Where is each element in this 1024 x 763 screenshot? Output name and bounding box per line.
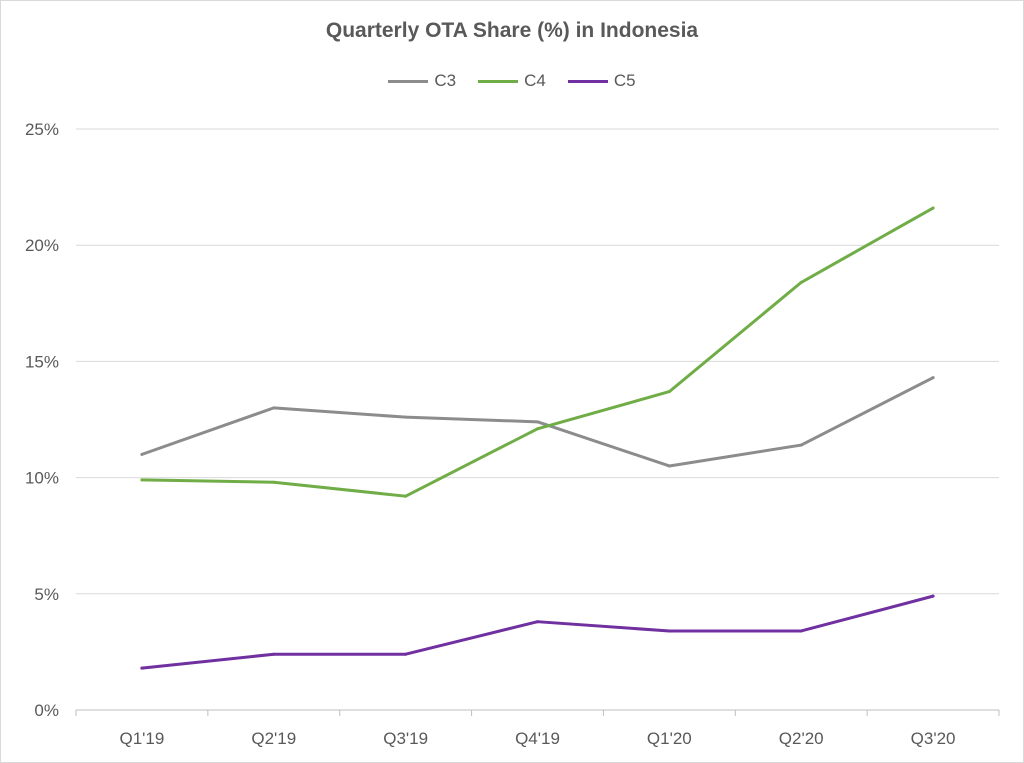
data-point-c3 bbox=[931, 376, 935, 380]
legend-swatch-c5 bbox=[567, 79, 608, 83]
data-point-c4 bbox=[536, 427, 539, 431]
legend-label-c3: C3 bbox=[434, 71, 457, 90]
legend-item-c4: C4 bbox=[478, 71, 546, 91]
x-tick-label: Q3'19 bbox=[383, 729, 428, 748]
legend-swatch-c4 bbox=[478, 79, 519, 83]
data-point-c4 bbox=[272, 480, 276, 484]
x-tick-label: Q3'20 bbox=[911, 729, 956, 748]
y-tick-label: 15% bbox=[25, 352, 59, 371]
x-tick-label: Q2'19 bbox=[251, 729, 296, 748]
data-point-c5 bbox=[404, 652, 408, 656]
y-tick-label: 0% bbox=[34, 701, 59, 720]
x-tick-label: Q4'19 bbox=[515, 729, 560, 748]
legend: C3 C4 C5 bbox=[1, 71, 1023, 91]
series-line-c5 bbox=[140, 594, 935, 670]
data-point-c4 bbox=[140, 478, 144, 482]
y-tick-label: 20% bbox=[25, 236, 59, 255]
legend-item-c3: C3 bbox=[388, 71, 456, 91]
legend-item-c5: C5 bbox=[567, 71, 636, 91]
data-point-c5 bbox=[140, 666, 144, 670]
x-tick-label: Q1'20 bbox=[647, 729, 692, 748]
data-point-c5 bbox=[272, 652, 276, 656]
data-point-c5 bbox=[667, 629, 671, 633]
data-point-c5 bbox=[799, 629, 803, 633]
data-point-c3 bbox=[536, 420, 539, 424]
data-point-c3 bbox=[272, 406, 276, 410]
legend-label-c5: C5 bbox=[613, 71, 636, 90]
data-point-c3 bbox=[404, 415, 408, 419]
y-tick-label: 25% bbox=[25, 120, 59, 139]
series-line-c4 bbox=[140, 206, 935, 498]
data-point-c3 bbox=[667, 464, 671, 468]
data-point-c3 bbox=[140, 452, 144, 456]
data-point-c4 bbox=[799, 280, 803, 284]
data-point-c3 bbox=[799, 443, 803, 447]
data-point-c4 bbox=[931, 206, 935, 210]
x-tick-label: Q1'19 bbox=[120, 729, 165, 748]
data-point-c4 bbox=[667, 390, 671, 394]
y-tick-label: 10% bbox=[25, 469, 59, 488]
data-point-c5 bbox=[931, 594, 935, 598]
x-tick-label: Q2'20 bbox=[779, 729, 824, 748]
data-point-c5 bbox=[536, 620, 539, 624]
data-point-c4 bbox=[404, 494, 408, 498]
legend-label-c4: C4 bbox=[524, 71, 546, 90]
chart-title: Quarterly OTA Share (%) in Indonesia bbox=[325, 19, 699, 42]
legend-swatch-c3 bbox=[388, 79, 429, 83]
y-tick-label: 5% bbox=[34, 585, 59, 604]
